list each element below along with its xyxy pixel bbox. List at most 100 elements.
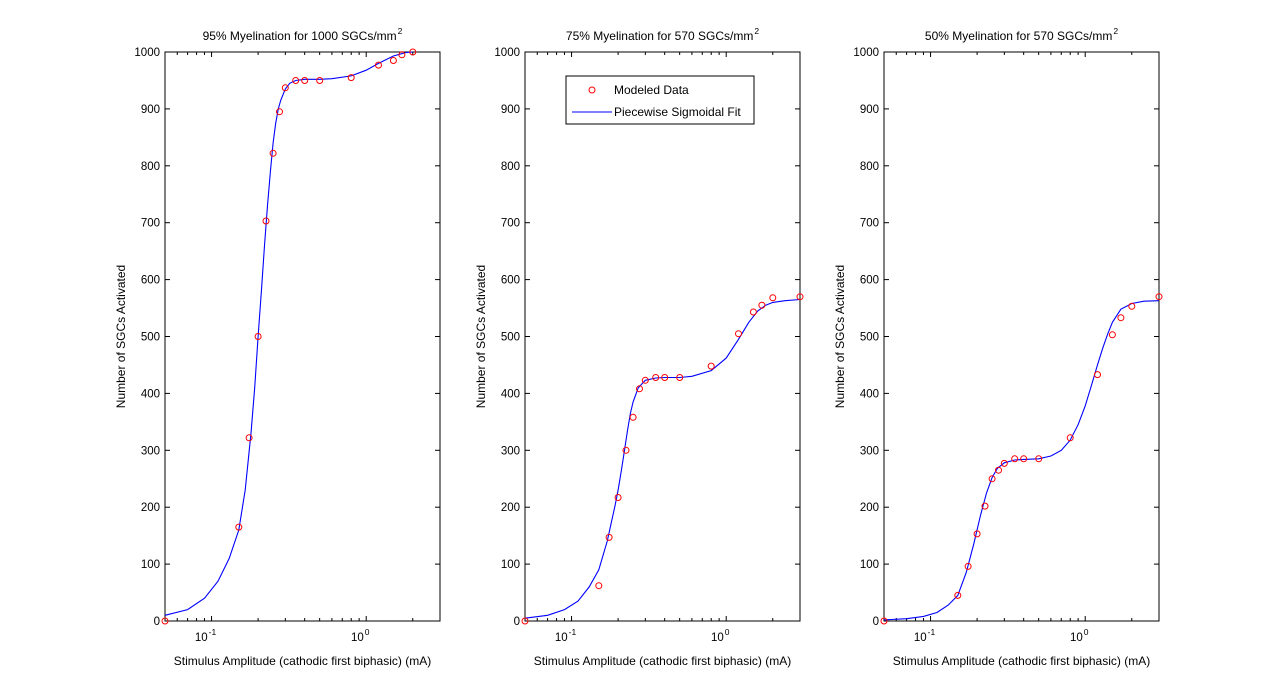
y-tick-label: 400 <box>141 388 160 400</box>
y-tick-label: 600 <box>141 275 160 287</box>
data-point <box>735 330 742 338</box>
y-tick-label: 1000 <box>134 47 160 59</box>
data-point <box>995 466 1002 474</box>
y-tick-label: 800 <box>501 161 520 173</box>
data-point <box>161 617 169 625</box>
data-point <box>235 523 243 531</box>
data-point <box>622 446 630 454</box>
data-point <box>641 376 649 384</box>
y-tick-label: 900 <box>860 104 879 116</box>
y-tick-label: 200 <box>141 502 160 514</box>
y-tick-label: 500 <box>860 332 879 344</box>
data-point <box>1108 331 1116 339</box>
data-point <box>254 333 262 340</box>
data-point <box>636 385 643 393</box>
y-tick-label: 600 <box>860 275 879 287</box>
data-point <box>276 108 283 116</box>
data-point <box>595 582 603 590</box>
title-superscript: 2 <box>1113 26 1118 36</box>
x-tick-exponent: -1 <box>209 627 217 637</box>
y-tick-label: 300 <box>501 445 520 457</box>
y-tick-label: 1000 <box>853 47 879 59</box>
y-tick-label: 700 <box>501 218 520 230</box>
y-tick-label: 200 <box>860 502 879 514</box>
data-point <box>1035 455 1043 463</box>
y-tick-label: 200 <box>501 502 520 514</box>
x-tick-exponent: -1 <box>928 627 936 637</box>
x-tick-label: 10-1 <box>195 627 217 644</box>
panel-title: 50% Myelination for 570 SGCs/mm2 <box>925 26 1118 43</box>
data-point <box>1128 302 1136 310</box>
data-point <box>676 374 684 381</box>
y-tick-label: 800 <box>860 161 879 173</box>
legend: Modeled Data Piecewise Sigmoidal Fit <box>565 75 755 125</box>
x-axis-label: Stimulus Amplitude (cathodic first bipha… <box>893 654 1150 668</box>
data-point <box>262 217 270 225</box>
legend-marker <box>588 86 596 94</box>
data-point <box>1000 459 1008 467</box>
data-point <box>409 48 417 56</box>
legend-label: Modeled Data <box>614 83 689 97</box>
y-tick-label: 100 <box>501 559 520 571</box>
x-tick-exponent: 0 <box>365 627 370 637</box>
data-point <box>1011 455 1019 463</box>
panel-title: 75% Myelination for 570 SGCs/mm2 <box>566 26 759 43</box>
y-tick-label: 100 <box>860 559 879 571</box>
data-point <box>316 77 324 84</box>
y-tick-label: 0 <box>514 616 520 628</box>
data-point <box>347 74 355 82</box>
y-tick-label: 1000 <box>494 47 520 59</box>
data-point <box>281 84 289 92</box>
y-tick-label: 600 <box>501 275 520 287</box>
title-superscript: 2 <box>754 26 759 36</box>
x-axis-label: Stimulus Amplitude (cathodic first bipha… <box>174 654 431 668</box>
axes-box <box>524 51 801 622</box>
data-point <box>269 149 277 157</box>
fit-curve <box>883 300 1160 621</box>
y-tick-label: 300 <box>141 445 160 457</box>
y-tick-label: 700 <box>141 218 160 230</box>
x-tick-label: 100 <box>711 627 730 644</box>
data-point <box>796 293 804 301</box>
data-point <box>1066 434 1074 442</box>
y-axis-label: Number of SGCs Activated <box>114 265 128 408</box>
axes-box <box>883 51 1160 622</box>
data-point <box>973 530 981 538</box>
x-tick-exponent: -1 <box>569 627 577 637</box>
data-point <box>389 57 397 64</box>
axes-box <box>164 51 441 622</box>
x-tick-exponent: 0 <box>1084 627 1089 637</box>
data-point <box>605 533 613 541</box>
panel-title: 95% Myelination for 1000 SGCs/mm2 <box>203 26 403 43</box>
x-tick-label: 10-1 <box>914 627 936 644</box>
y-tick-label: 0 <box>873 616 879 628</box>
title-superscript: 2 <box>398 26 403 36</box>
y-axis-label: Number of SGCs Activated <box>474 265 488 408</box>
data-point <box>292 77 300 84</box>
data-point <box>758 301 766 309</box>
data-point <box>988 475 996 483</box>
x-tick-label: 100 <box>351 627 370 644</box>
y-tick-label: 400 <box>501 388 520 400</box>
data-point <box>769 294 777 302</box>
data-point <box>375 61 382 69</box>
data-point <box>880 617 888 625</box>
data-point <box>521 617 529 625</box>
data-point <box>707 362 715 370</box>
y-tick-label: 100 <box>141 559 160 571</box>
legend-label: Piecewise Sigmoidal Fit <box>614 105 741 119</box>
data-point <box>301 77 309 84</box>
x-tick-label: 100 <box>1070 627 1089 644</box>
data-point <box>1117 314 1125 322</box>
y-tick-label: 0 <box>154 616 160 628</box>
data-point <box>245 434 253 442</box>
fit-curve <box>524 298 801 619</box>
y-axis-label: Number of SGCs Activated <box>833 265 847 408</box>
y-tick-label: 900 <box>141 104 160 116</box>
data-point <box>614 494 622 501</box>
y-tick-label: 900 <box>501 104 520 116</box>
